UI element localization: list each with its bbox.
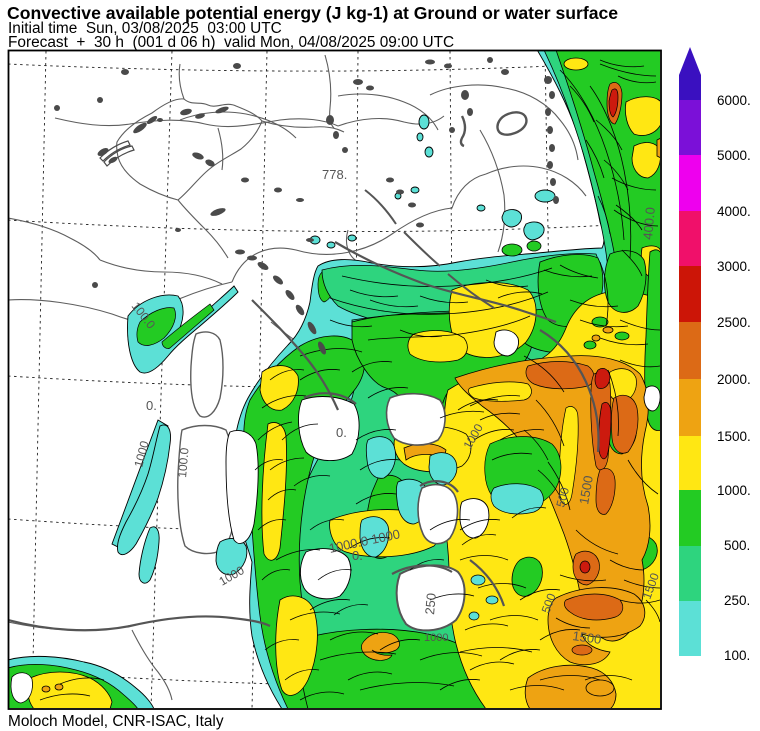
svg-text:2500.: 2500.: [717, 315, 751, 330]
svg-text:6000.: 6000.: [717, 93, 751, 108]
svg-text:Convective available potential: Convective available potential energy (J…: [7, 3, 618, 23]
svg-text:1500.: 1500.: [717, 429, 751, 444]
svg-text:400.0: 400.0: [640, 207, 658, 241]
svg-text:100.0: 100.0: [175, 447, 192, 478]
svg-text:100.: 100.: [724, 648, 750, 663]
svg-text:0.: 0.: [146, 398, 157, 413]
svg-text:0.: 0.: [352, 548, 363, 563]
svg-text:5000.: 5000.: [717, 148, 751, 163]
svg-text:250: 250: [422, 592, 439, 615]
svg-text:4000.: 4000.: [717, 204, 751, 219]
svg-text:250.: 250.: [724, 593, 750, 608]
svg-text:3000.: 3000.: [717, 259, 751, 274]
svg-text:Moloch Model, CNR-ISAC, Italy: Moloch Model, CNR-ISAC, Italy: [8, 713, 224, 730]
svg-text:Forecast + 30 h (001 d 06 h: Forecast + 30 h (001 d 06 h) valid Mon, …: [8, 34, 454, 51]
svg-text:500: 500: [539, 591, 559, 615]
svg-text:1500: 1500: [572, 628, 603, 647]
svg-text:1000: 1000: [424, 632, 448, 644]
svg-text:Initial time Sun, 03/08/2025: Initial time Sun, 03/08/2025 03:00 UTC: [8, 20, 282, 37]
svg-text:1500: 1500: [576, 474, 596, 505]
svg-text:0.: 0.: [336, 425, 347, 440]
svg-text:1000: 1000: [131, 439, 152, 469]
svg-text:778.: 778.: [322, 167, 347, 182]
svg-text:500: 500: [553, 485, 572, 508]
svg-text:1000.: 1000.: [717, 483, 751, 498]
svg-text:500.: 500.: [724, 538, 750, 553]
svg-text:2000.: 2000.: [717, 372, 751, 387]
